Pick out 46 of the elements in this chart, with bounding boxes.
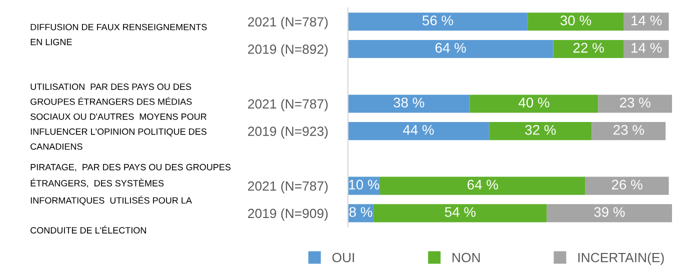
data-label: 56 % bbox=[422, 16, 454, 26]
bar bbox=[348, 12, 528, 31]
data-label: 44 % bbox=[402, 125, 434, 135]
data-label: 32 % bbox=[525, 124, 556, 135]
bar bbox=[348, 40, 554, 58]
y-tick-label: 2021 (N=787) bbox=[248, 98, 328, 112]
data-label: 23 % bbox=[614, 124, 644, 135]
bar bbox=[348, 94, 470, 113]
data-label: 64 % bbox=[435, 42, 466, 53]
bar bbox=[624, 12, 669, 31]
bar bbox=[624, 40, 669, 58]
data-label: 8 % bbox=[349, 207, 372, 217]
data-label: 39 % bbox=[594, 207, 625, 217]
bar bbox=[348, 122, 490, 140]
data-label: 40 % bbox=[518, 98, 550, 108]
data-label: 38 % bbox=[394, 98, 424, 108]
data-label: 10 % bbox=[349, 180, 380, 190]
y-tick-label: 2019 (N=892) bbox=[248, 44, 328, 57]
data-label: 22 % bbox=[573, 42, 604, 53]
bar bbox=[592, 122, 666, 140]
text: PIRATAGE, PAR DES PAYS OU DES GROUPES ÉTRANGERS, DES SYSTÈMES INFORMATIQUES UTILISÉS POUR LA CONDUITE DE L'ÉLECTION bbox=[30, 164, 231, 234]
legend-label: OUI bbox=[332, 252, 354, 262]
text: DIFFUSION DE FAUX RENSEIGNEMENTS EN LIGNE bbox=[30, 24, 207, 46]
text: UTILISATION PAR DES PAYS OU DES GROUPES ÉTRANGERS DES MÉDIAS SOCIAUX OU D'AUTRES MOYENS POUR INFLUENCER L'OPINION POLITIQUE DES CANADIENS bbox=[30, 84, 206, 150]
legend-label: NON bbox=[452, 252, 480, 262]
data-label: 14 % bbox=[632, 42, 662, 53]
data-label: 64 % bbox=[468, 180, 498, 190]
legend-label: INCERTAIN(E) bbox=[578, 252, 664, 265]
data-label: 14 % bbox=[632, 16, 662, 26]
bar bbox=[585, 176, 669, 195]
y-tick-label: 2021 (N=787) bbox=[248, 16, 328, 30]
data-label: 54 % bbox=[444, 207, 476, 217]
data-label: 23 % bbox=[620, 98, 650, 108]
bar bbox=[470, 94, 598, 113]
data-label: 30 % bbox=[560, 16, 592, 26]
y-tick-label: 2019 (N=923) bbox=[248, 126, 328, 139]
data-label: 26 % bbox=[612, 180, 642, 190]
bar bbox=[489, 122, 592, 140]
y-tick-label: 2019 (N=909) bbox=[248, 208, 328, 221]
bar bbox=[546, 204, 672, 222]
bar bbox=[553, 40, 624, 58]
bar bbox=[380, 176, 586, 195]
bar bbox=[374, 204, 547, 222]
bar bbox=[598, 94, 672, 113]
y-tick-label: 2021 (N=787) bbox=[248, 181, 328, 194]
bar bbox=[528, 12, 624, 31]
